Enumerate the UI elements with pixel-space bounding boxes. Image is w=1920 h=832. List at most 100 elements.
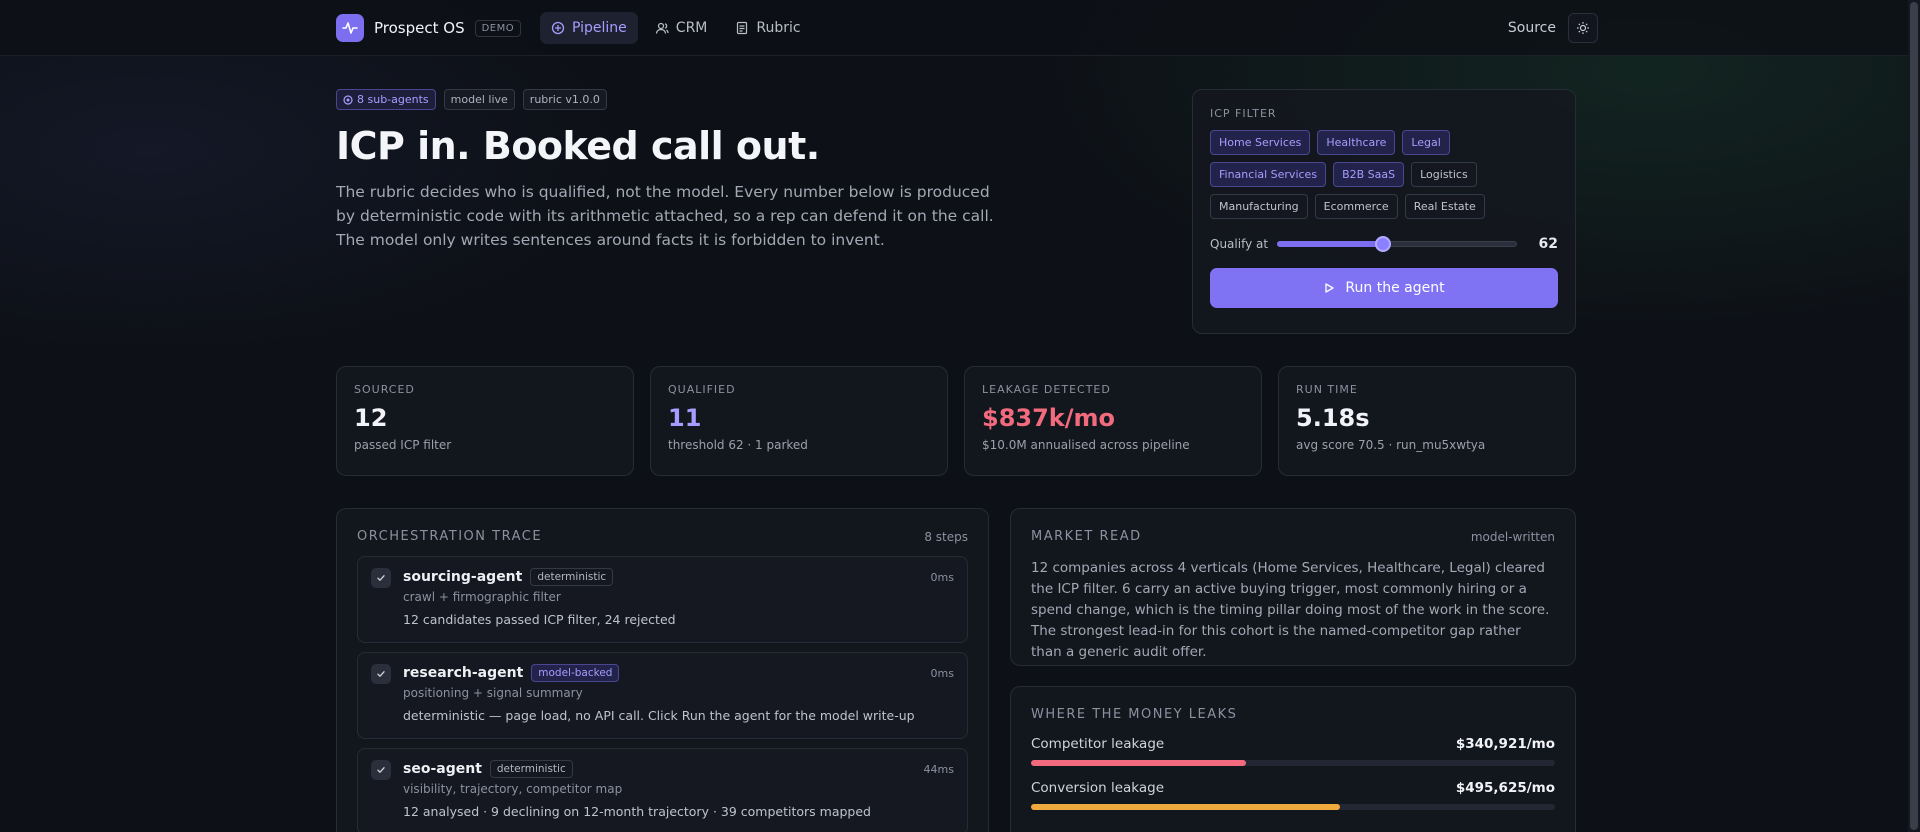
page-scrollbar[interactable] bbox=[1908, 0, 1920, 832]
icp-filter-chip[interactable]: Financial Services bbox=[1210, 162, 1327, 187]
market-header: MARKET READ model-written bbox=[1031, 529, 1555, 544]
run-agent-button[interactable]: Run the agent bbox=[1210, 268, 1558, 308]
nav-crm-label: CRM bbox=[675, 20, 708, 36]
rubric-version-chip: rubric v1.0.0 bbox=[522, 89, 607, 110]
main-nav: Pipeline CRM Rubric bbox=[540, 12, 812, 44]
leak-amount: $495,625/mo bbox=[1455, 780, 1555, 796]
stat-label: LEAKAGE DETECTED bbox=[982, 383, 1111, 396]
stats-row: SOURCED 12 passed ICP filter QUALIFIED 1… bbox=[336, 366, 1576, 476]
scrollbar-thumb[interactable] bbox=[1910, 2, 1918, 830]
icp-filter-chip[interactable]: Healthcare bbox=[1317, 130, 1396, 155]
leak-row: Competitor leakage $340,921/mo bbox=[1031, 736, 1555, 766]
nav-crm[interactable]: CRM bbox=[644, 12, 719, 44]
step-result: deterministic — page load, no API call. … bbox=[403, 708, 915, 723]
step-time: 0ms bbox=[930, 666, 954, 680]
trace-step[interactable]: research-agent model-backed 0ms positioning… bbox=[357, 652, 968, 739]
top-right-actions: Source bbox=[1508, 13, 1598, 43]
play-icon bbox=[1325, 283, 1335, 293]
check-icon bbox=[371, 760, 391, 780]
stat-value: 12 bbox=[354, 404, 388, 432]
sub-agents-chip-label: 8 sub-agents bbox=[357, 93, 429, 106]
demo-badge: DEMO bbox=[474, 19, 522, 37]
top-nav-bar: Prospect OS DEMO Pipeline CRM Rubric Sou… bbox=[0, 0, 1920, 56]
stat-label: RUN TIME bbox=[1296, 383, 1358, 396]
qualify-value: 62 bbox=[1538, 236, 1558, 252]
nav-rubric-label: Rubric bbox=[756, 20, 801, 36]
step-tag: deterministic bbox=[489, 760, 573, 778]
nav-pipeline-label: Pipeline bbox=[572, 20, 627, 36]
source-link[interactable]: Source bbox=[1507, 20, 1556, 36]
step-time: 44ms bbox=[923, 762, 954, 776]
step-time: 0ms bbox=[930, 570, 954, 584]
step-name: sourcing-agent bbox=[403, 569, 523, 585]
check-icon bbox=[371, 664, 391, 684]
run-agent-label: Run the agent bbox=[1345, 280, 1445, 296]
step-description: visibility, trajectory, competitor map bbox=[403, 782, 623, 796]
step-head: research-agent model-backed 0ms bbox=[403, 664, 954, 682]
trace-header: ORCHESTRATION TRACE 8 steps bbox=[357, 529, 968, 544]
stat-qualified: QUALIFIED 11 threshold 62 · 1 parked bbox=[650, 366, 948, 476]
leak-amount: $340,921/mo bbox=[1455, 736, 1555, 752]
step-result: 12 analysed · 9 declining on 12-month tr… bbox=[403, 804, 871, 819]
stat-run-time: RUN TIME 5.18s avg score 70.5 · run_mu5x… bbox=[1278, 366, 1576, 476]
icp-filter-chip[interactable]: Real Estate bbox=[1404, 194, 1485, 219]
step-description: positioning + signal summary bbox=[403, 686, 583, 700]
step-head: seo-agent deterministic 44ms bbox=[403, 760, 954, 778]
step-name: research-agent bbox=[403, 665, 524, 681]
theme-toggle-button[interactable] bbox=[1568, 13, 1598, 43]
trace-step[interactable]: seo-agent deterministic 44ms visibility, tr… bbox=[357, 748, 968, 832]
stat-label: QUALIFIED bbox=[668, 383, 736, 396]
sun-icon bbox=[1577, 22, 1589, 34]
stat-sourced: SOURCED 12 passed ICP filter bbox=[336, 366, 634, 476]
agents-icon bbox=[343, 94, 353, 105]
page-description: The rubric decides who is qualified, not… bbox=[336, 183, 994, 249]
stat-sub: passed ICP filter bbox=[354, 438, 452, 452]
icp-filter-chip[interactable]: B2B SaaS bbox=[1333, 162, 1405, 187]
money-header: WHERE THE MONEY LEAKS bbox=[1031, 707, 1555, 722]
leak-row: Conversion leakage $495,625/mo bbox=[1031, 780, 1555, 810]
slider-thumb[interactable] bbox=[1374, 236, 1391, 252]
check-icon bbox=[371, 568, 391, 588]
document-icon bbox=[737, 21, 748, 35]
users-icon bbox=[655, 22, 669, 34]
icp-filter-chip[interactable]: Ecommerce bbox=[1314, 194, 1398, 219]
pipeline-icon bbox=[551, 21, 565, 35]
app-name: Prospect OS bbox=[374, 19, 465, 37]
orchestration-trace-card: ORCHESTRATION TRACE 8 steps sourcing-age… bbox=[336, 508, 989, 832]
model-live-chip: model live bbox=[443, 89, 515, 110]
qualify-threshold-slider[interactable] bbox=[1277, 236, 1517, 252]
nav-pipeline[interactable]: Pipeline bbox=[540, 12, 638, 44]
trace-step[interactable]: sourcing-agent deterministic 0ms crawl + fi… bbox=[357, 556, 968, 643]
stat-sub: $10.0M annualised across pipeline bbox=[982, 438, 1190, 452]
nav-rubric[interactable]: Rubric bbox=[724, 12, 811, 44]
stat-leakage: LEAKAGE DETECTED $837k/mo $10.0M annuali… bbox=[964, 366, 1262, 476]
stat-label: SOURCED bbox=[354, 383, 415, 396]
stat-sub: threshold 62 · 1 parked bbox=[668, 438, 808, 452]
stat-value: 5.18s bbox=[1296, 404, 1370, 432]
icp-filter-chip[interactable]: Logistics bbox=[1411, 162, 1477, 187]
stat-sub: avg score 70.5 · run_mu5xwtya bbox=[1296, 438, 1486, 452]
icp-filter-chip[interactable]: Legal bbox=[1402, 130, 1450, 155]
page-title: ICP in. Booked call out. bbox=[336, 124, 820, 168]
icp-filter-chip[interactable]: Home Services bbox=[1210, 130, 1311, 155]
leak-head: Competitor leakage $340,921/mo bbox=[1031, 736, 1555, 752]
brand[interactable]: Prospect OS DEMO bbox=[336, 14, 522, 42]
market-meta: model-written bbox=[1470, 529, 1555, 544]
step-description: crawl + firmographic filter bbox=[403, 590, 561, 604]
step-name: seo-agent bbox=[403, 761, 482, 777]
market-title: MARKET READ bbox=[1031, 529, 1142, 544]
leak-head: Conversion leakage $495,625/mo bbox=[1031, 780, 1555, 796]
leak-bar bbox=[1031, 760, 1555, 766]
slider-fill bbox=[1277, 241, 1383, 247]
step-result: 12 candidates passed ICP filter, 24 reje… bbox=[403, 612, 676, 627]
icp-filter-chip[interactable]: Manufacturing bbox=[1210, 194, 1308, 219]
qualify-label: Qualify at bbox=[1210, 237, 1269, 251]
sub-agents-chip: 8 sub-agents bbox=[336, 89, 436, 110]
trace-step-count: 8 steps bbox=[924, 529, 968, 544]
trace-title: ORCHESTRATION TRACE bbox=[357, 529, 543, 544]
leak-bar-fill bbox=[1031, 804, 1341, 810]
leak-bar-fill bbox=[1031, 760, 1246, 766]
step-tag: deterministic bbox=[530, 568, 614, 586]
icp-filter-chips: Home Services Healthcare Legal Financial Se… bbox=[1210, 130, 1558, 219]
leak-bar bbox=[1031, 804, 1555, 810]
